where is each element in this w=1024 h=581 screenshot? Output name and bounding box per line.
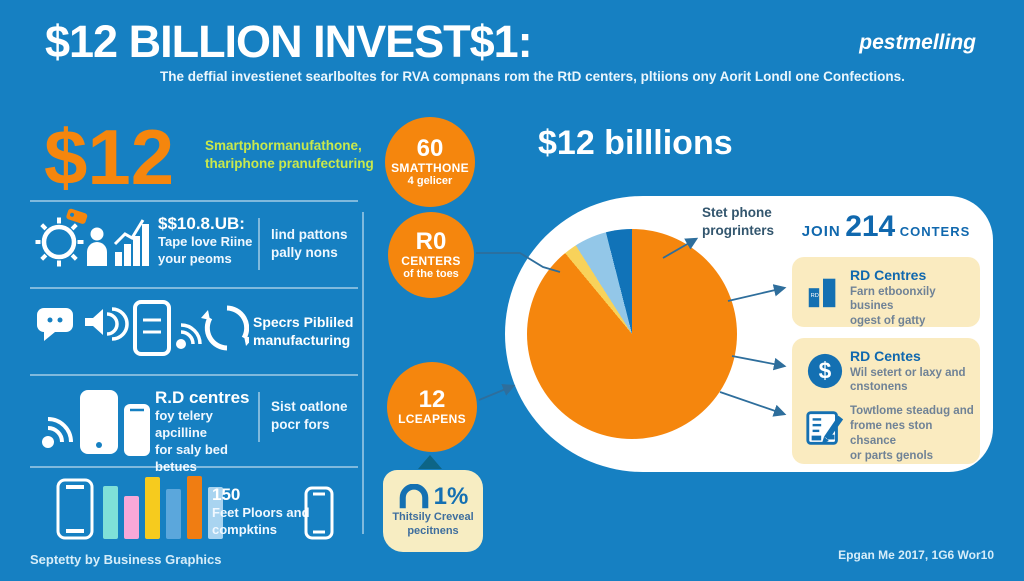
card-rd-centres: RD RD Centres Farn etboonxily busines og… (792, 257, 980, 327)
circle2-value: R0 (415, 227, 447, 255)
callout-line1: Stet phone (702, 205, 772, 220)
pie-callout-label: Stet phone progrinters (702, 204, 774, 240)
stat-circle-smartphone: 60 SMATTHONE 4 gelicer (385, 117, 475, 207)
arch-icon (398, 484, 430, 510)
card3-body-line1: Towtlome steadug and (850, 405, 974, 417)
join-heading: JOIN 214 CONTERS (792, 210, 980, 244)
row2-desc-line2: your peoms (158, 251, 232, 267)
badge-pointer (418, 455, 442, 469)
row4-side-line1: Sist oatlone (271, 399, 348, 414)
card1-body-line1: Farn etboonxily busines (850, 285, 936, 313)
pie-chart (527, 229, 737, 439)
row5-stat: 150 (212, 485, 241, 504)
circle1-sub: 4 gelicer (407, 175, 453, 188)
svg-text:$: $ (819, 358, 832, 384)
mini-bar (187, 476, 202, 539)
circle3-value: 12 (418, 386, 446, 414)
row2-stat: $$10.8.UB: (158, 214, 245, 233)
page-title: $12 BILLION INVEST$1: (45, 16, 533, 67)
row3-label: Specrs Pibliled manufacturing (253, 313, 353, 349)
badge-text-line2: pecitnens (407, 525, 459, 537)
speaker-icon (85, 309, 103, 335)
circle2-label: CENTERS (401, 253, 461, 268)
row1-caption: Smartphormanufathone, thariphone pranufe… (205, 137, 374, 172)
row5-desc-line2: compktins (212, 522, 278, 538)
circle3-label: LCEAPENS (398, 412, 466, 427)
row3-label-line1: Specrs Pibliled (253, 314, 354, 330)
row2-side-block: lind pattons pally nons (271, 226, 348, 262)
join-post: CONTERS (899, 224, 971, 239)
callout-line2: progrinters (702, 223, 775, 239)
row2-stat-block: $$10.8.UB: Tape love Riine your peoms (158, 214, 258, 268)
chat-icon (37, 308, 73, 332)
divider (258, 218, 260, 270)
notepad-pen-icon (804, 408, 846, 448)
mini-bar (145, 477, 160, 539)
card2-body-line2: cnstonens (850, 381, 908, 394)
tablet-icon (133, 300, 171, 356)
stat-circle-centers: R0 CENTERS of the toes (388, 212, 474, 298)
row4-side-block: Sist oatlone pocr fors (271, 398, 348, 434)
divider (30, 287, 358, 289)
mini-bar (166, 489, 181, 539)
credit-right: Epgan Me 2017, 1G6 Wor10 (838, 548, 994, 562)
row4-text-block: R.D centres foy telery apcilline for sal… (155, 388, 260, 476)
row4-side-line2: pocr fors (271, 417, 330, 433)
card-rd-centes: $ RD Centes Wil setert or laxy and cnsto… (792, 338, 980, 464)
divider (258, 392, 260, 442)
svg-text:RD: RD (811, 293, 819, 299)
mini-bar (208, 487, 223, 539)
wifi-icon (176, 339, 186, 349)
percent-badge: 1% Thitsily Creveal pecitnens (383, 470, 483, 552)
join-number: 214 (845, 210, 896, 243)
circle2-sub: of the toes (403, 268, 459, 281)
phone-outline-icon-small (304, 486, 334, 540)
circle1-value: 60 (416, 134, 444, 162)
card2-title: RD Centes (850, 348, 921, 364)
divider (362, 212, 364, 534)
row4-title: R.D centres (155, 388, 250, 407)
page-subtitle: The deffial investienet searlboltes for … (160, 69, 905, 84)
row2-side-line2: pally nons (271, 245, 338, 261)
stat-circle-lceapens: 12 LCEAPENS (387, 362, 477, 452)
row5-desc-line1: Feet Ploors and (212, 505, 310, 521)
join-pre: JOIN (801, 223, 841, 240)
badge-text-line1: Thitsily Creveal (392, 511, 474, 524)
card3-body-line2: frome nes ston chsance (850, 419, 933, 447)
mini-bar-chart (103, 476, 223, 539)
recycle-icon (201, 305, 249, 351)
divider (30, 374, 358, 376)
mini-bar (124, 496, 139, 539)
divider (30, 466, 358, 468)
brand-logo: pestmelling (859, 31, 976, 54)
card1-title: RD Centres (850, 267, 927, 283)
card2-body-line1: Wil setert or laxy and (850, 366, 966, 379)
divider (30, 200, 358, 202)
row2-side-line1: lind pattons (271, 227, 348, 242)
chart-title: $12 billlions (538, 124, 733, 162)
communication-icons (35, 300, 249, 356)
row2-desc-line1: Tape love Riine (158, 234, 253, 250)
dollar-icon: $ (806, 352, 844, 390)
row5-text-block: 150 Feet Ploors and compktins (212, 485, 310, 539)
row3-label-line2: manufacturing (253, 332, 351, 349)
gear-person-chart-icon (35, 208, 155, 270)
card1-body-line2: ogest of gatty (850, 315, 926, 328)
phone-outline-icon (56, 478, 94, 540)
stat-12-billion: $12 (44, 113, 175, 201)
card3-body-line3: or parts genols (850, 449, 934, 462)
wifi-phones-icon (38, 388, 158, 456)
row4-desc-line2: for saly bed betues (155, 442, 228, 475)
circle1-label: SMATTHONE (391, 160, 469, 175)
credit-left: Septetty by Business Graphics (30, 552, 222, 567)
badge-value: 1% (433, 483, 469, 511)
mini-bar (103, 486, 118, 539)
row1-caption-line2: thariphone pranufecturing (205, 155, 374, 171)
row4-desc-line1: foy telery apcilline (155, 408, 213, 441)
row1-caption-line1: Smartphormanufathone, (205, 138, 362, 153)
bar-chart-icon: RD (804, 272, 842, 312)
